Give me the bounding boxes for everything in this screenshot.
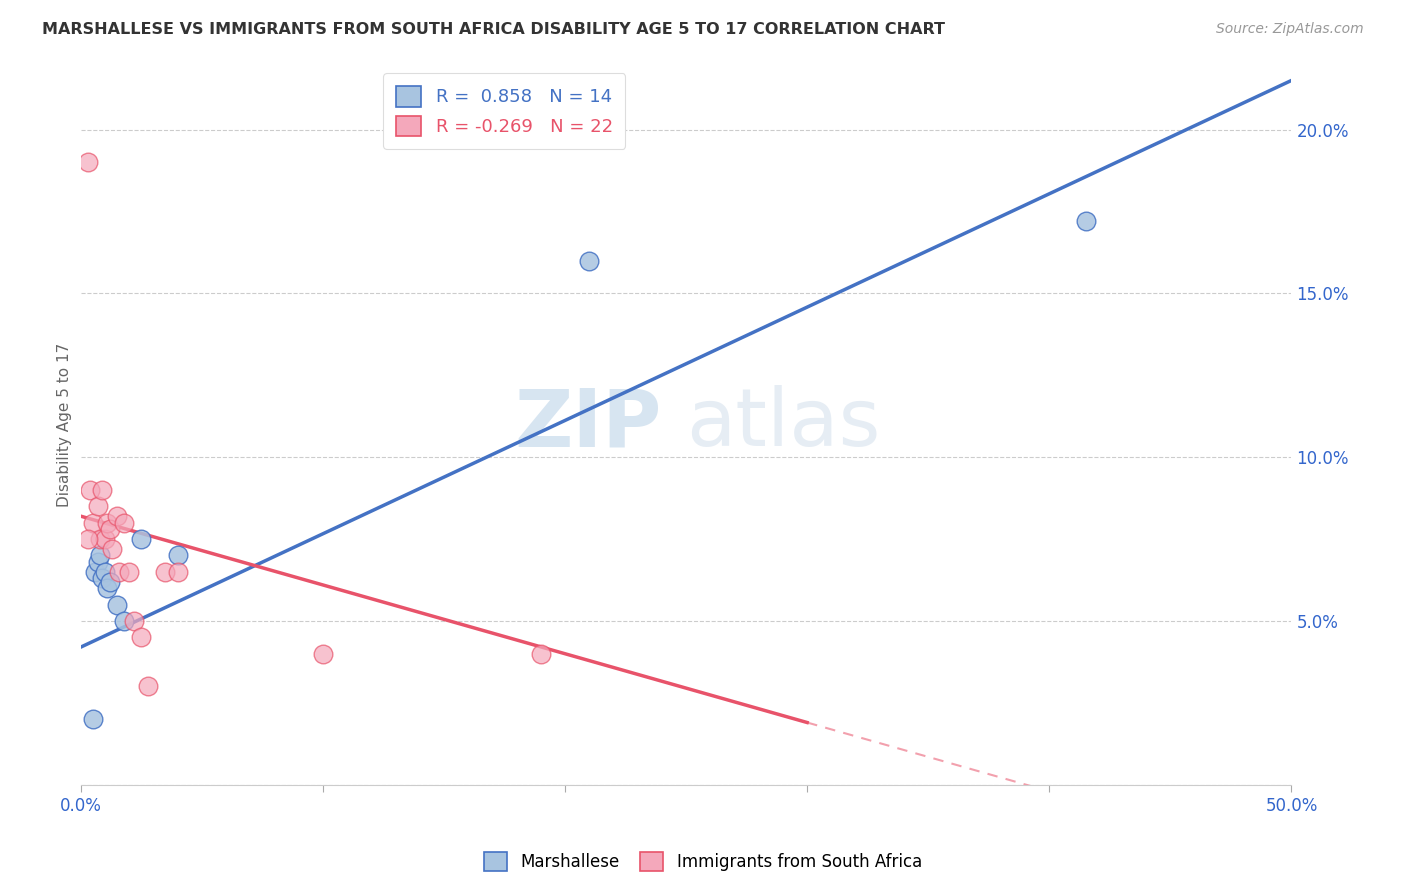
Point [578, 253, 600, 268]
Legend: R =  0.858   N = 14, R = -0.269   N = 22: R = 0.858 N = 14, R = -0.269 N = 22 [384, 73, 626, 149]
Point [91, 571, 114, 585]
Point [77, 532, 100, 546]
Point [96, 581, 118, 595]
Point [84, 565, 107, 579]
Point [129, 532, 152, 546]
Point [79, 483, 101, 497]
Point [91, 483, 114, 497]
Point [1074, 214, 1097, 228]
Point [89, 549, 111, 563]
Point [105, 598, 128, 612]
Text: ZIP: ZIP [515, 385, 662, 464]
Point [112, 614, 135, 628]
Y-axis label: Disability Age 5 to 17: Disability Age 5 to 17 [58, 343, 72, 507]
Point [86, 555, 108, 569]
Point [122, 614, 145, 628]
Point [166, 549, 188, 563]
Point [112, 516, 135, 530]
Point [101, 541, 124, 556]
Point [98, 522, 121, 536]
Text: atlas: atlas [686, 385, 880, 464]
Point [530, 647, 553, 661]
Point [166, 565, 188, 579]
Point [77, 155, 100, 169]
Text: MARSHALLESE VS IMMIGRANTS FROM SOUTH AFRICA DISABILITY AGE 5 TO 17 CORRELATION C: MARSHALLESE VS IMMIGRANTS FROM SOUTH AFR… [42, 22, 945, 37]
Point [98, 574, 121, 589]
Point [82, 516, 104, 530]
Point [89, 532, 111, 546]
Point [94, 532, 117, 546]
Point [105, 509, 128, 524]
Text: Source: ZipAtlas.com: Source: ZipAtlas.com [1216, 22, 1364, 37]
Legend: Marshallese, Immigrants from South Africa: Marshallese, Immigrants from South Afric… [475, 843, 931, 880]
Point [155, 565, 177, 579]
Point [82, 712, 104, 726]
Point [312, 647, 335, 661]
Point [94, 565, 117, 579]
Point [138, 680, 160, 694]
Point [118, 565, 141, 579]
Point [96, 516, 118, 530]
Point [86, 500, 108, 514]
Point [129, 631, 152, 645]
Point [108, 565, 131, 579]
